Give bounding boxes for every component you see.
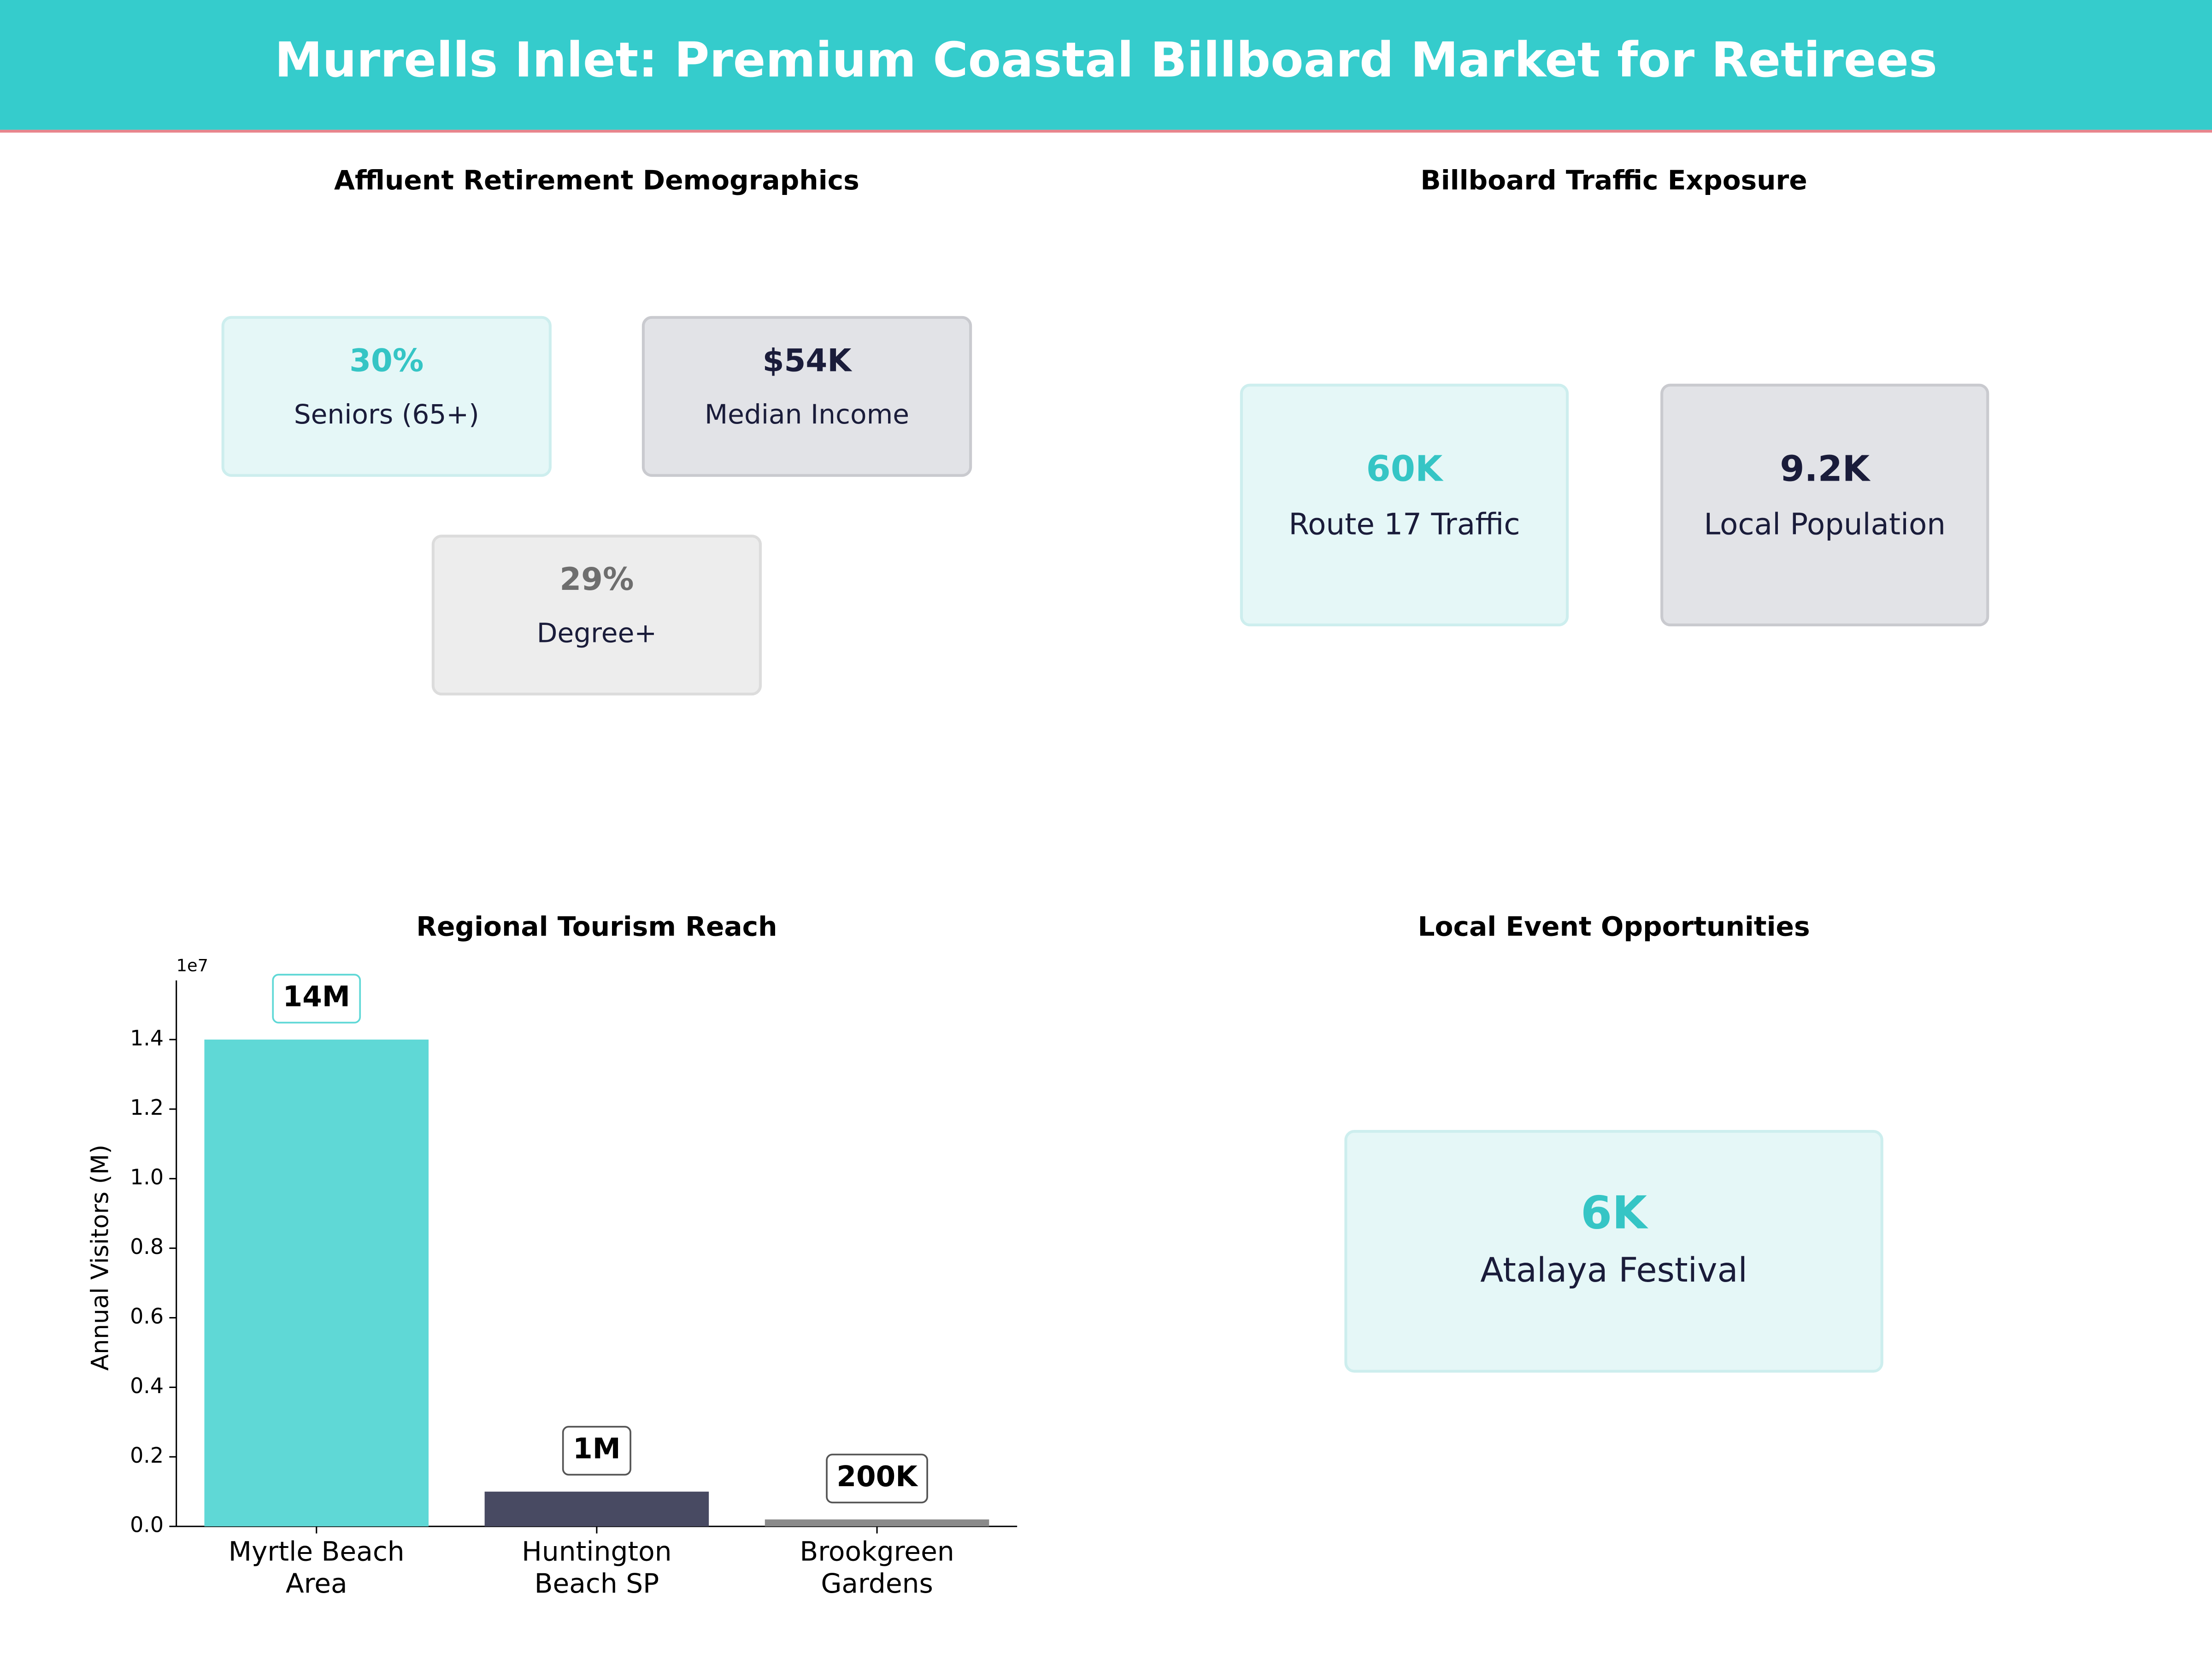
header-rule — [0, 129, 2212, 133]
axis-offset: 1e7 — [176, 955, 208, 975]
value-label: 200K — [836, 1460, 918, 1493]
y-tick-label: 0.8 — [130, 1234, 164, 1259]
y-tick-label: 1.4 — [130, 1025, 164, 1050]
panel-title: Affluent Retirement Demographics — [334, 165, 859, 196]
panel-title: Local Event Opportunities — [1418, 911, 1810, 942]
y-tick-label: 0.0 — [130, 1512, 164, 1537]
y-tick-label: 0.2 — [130, 1443, 164, 1468]
value-label-box — [562, 1426, 631, 1476]
kpi-label: Local Population — [1704, 507, 1946, 541]
kpi-card — [221, 316, 552, 477]
y-axis-label: Annual Visitors (M) — [86, 1145, 114, 1371]
value-label: 14M — [283, 981, 350, 1013]
kpi-card — [1660, 383, 1989, 627]
bar — [484, 1491, 709, 1527]
kpi-card — [1240, 383, 1569, 627]
page-title: Murrells Inlet: Premium Coastal Billboar… — [275, 32, 1937, 88]
kpi-card — [431, 535, 762, 696]
kpi-value: 6K — [1581, 1187, 1648, 1240]
kpi-value: 60K — [1366, 448, 1444, 489]
value-label-box — [826, 1453, 928, 1504]
x-tick-label: Huntington Beach SP — [522, 1536, 671, 1600]
kpi-label: Route 17 Traffic — [1288, 507, 1520, 541]
kpi-label: Seniors (65+) — [294, 399, 479, 430]
value-label-box — [272, 974, 361, 1024]
x-tick-label: Myrtle Beach Area — [229, 1536, 405, 1600]
kpi-value: 9.2K — [1780, 448, 1871, 489]
kpi-label: Atalaya Festival — [1480, 1251, 1747, 1290]
value-label: 1M — [573, 1433, 621, 1465]
kpi-value: 29% — [559, 561, 634, 597]
kpi-value: $54K — [763, 342, 853, 378]
kpi-card — [641, 316, 972, 477]
bar — [765, 1519, 989, 1527]
panel-title: Billboard Traffic Exposure — [1420, 165, 1807, 196]
chart-title: Regional Tourism Reach — [416, 911, 777, 942]
bar — [204, 1039, 429, 1527]
kpi-card — [1344, 1130, 1883, 1373]
kpi-label: Degree+ — [537, 618, 657, 649]
kpi-label: Median Income — [705, 399, 909, 430]
y-tick-label: 0.6 — [130, 1304, 164, 1329]
y-tick-label: 0.4 — [130, 1373, 164, 1398]
y-tick-label: 1.0 — [130, 1165, 164, 1189]
kpi-value: 30% — [349, 342, 424, 378]
y-tick-label: 1.2 — [130, 1095, 164, 1120]
header-bar — [0, 0, 2212, 130]
x-tick-label: Brookgreen Gardens — [800, 1536, 954, 1600]
